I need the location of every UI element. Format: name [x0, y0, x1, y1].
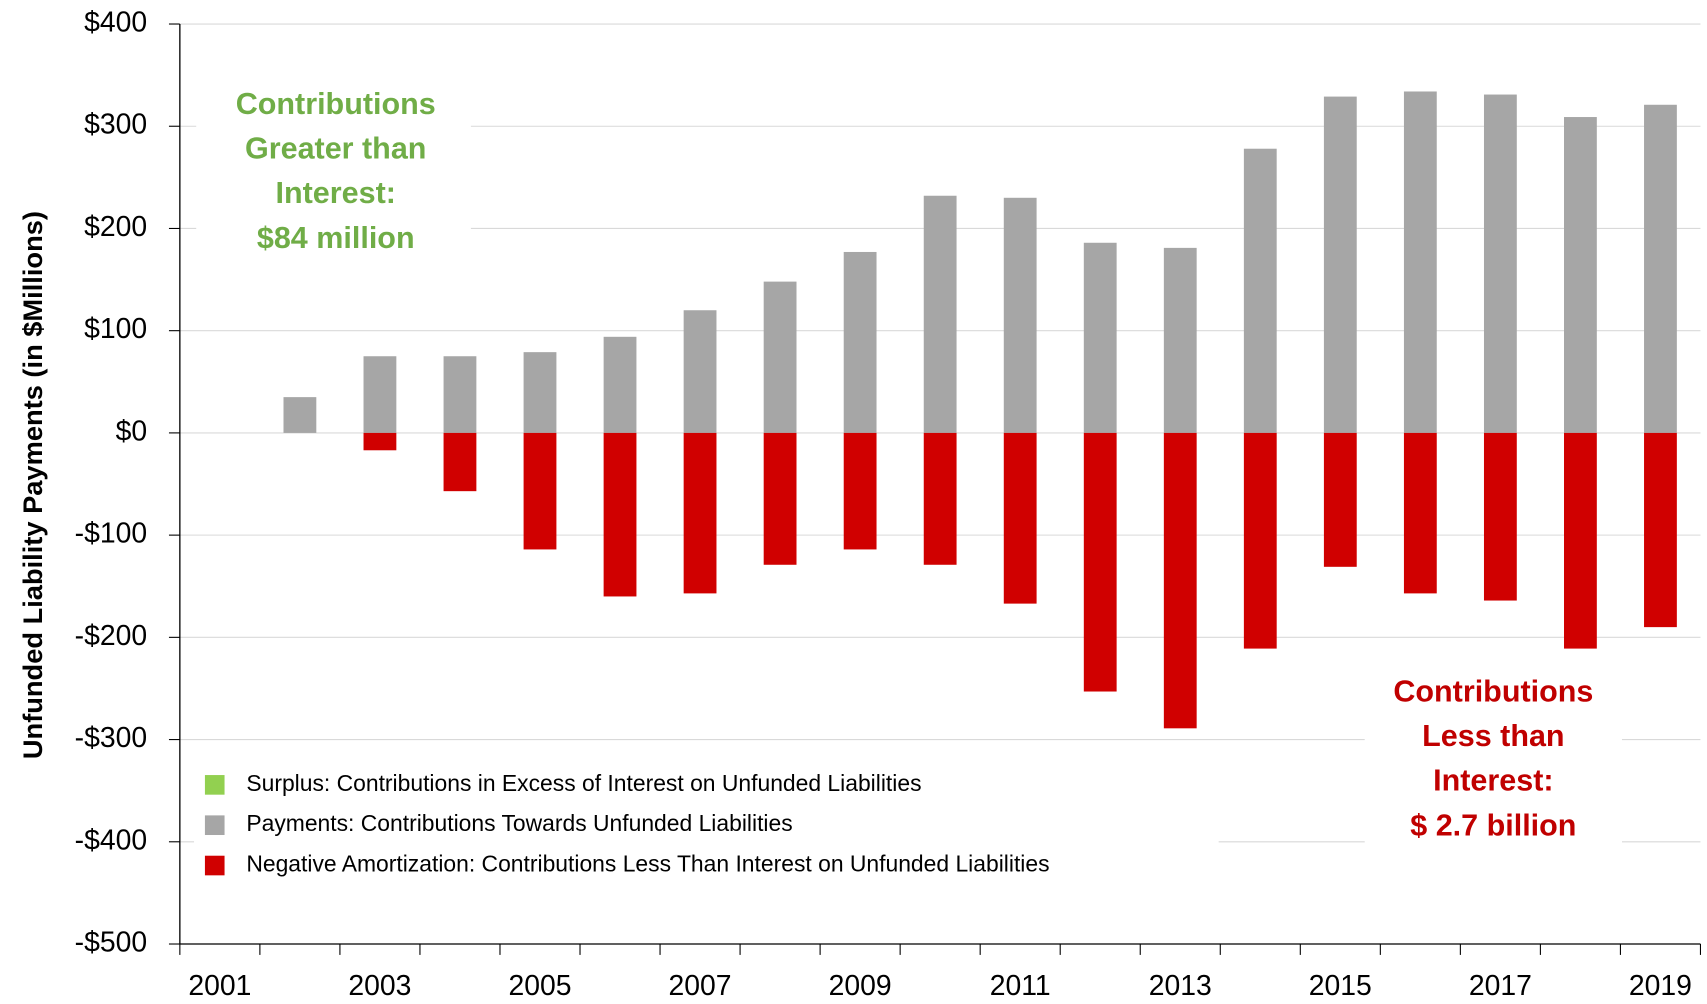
bar: [1083, 242, 1117, 433]
bar: [763, 432, 797, 565]
bar: [683, 310, 717, 433]
x-tick-label: 2015: [1309, 970, 1372, 1002]
y-tick-label: -$200: [75, 620, 147, 652]
bar: [1243, 148, 1277, 433]
bar: [923, 195, 957, 433]
bar: [1644, 432, 1677, 628]
bar: [843, 432, 877, 550]
bar: [763, 281, 797, 433]
bar: [1483, 432, 1517, 601]
bar: [1003, 432, 1037, 604]
legend-swatch: [204, 775, 225, 795]
legend-swatch: [204, 855, 225, 876]
y-tick-label: -$400: [75, 824, 147, 856]
legend-background: [194, 760, 1219, 892]
bar: [363, 432, 397, 451]
annotation-text: Greater than: [245, 132, 426, 166]
bar: [843, 251, 877, 433]
legend-label: Negative Amortization: Contributions Les…: [246, 851, 1049, 877]
annotation-text: Contributions: [1393, 674, 1593, 708]
y-tick-label: -$100: [75, 518, 147, 550]
x-tick-label: 2019: [1629, 970, 1692, 1002]
annotation-background: [196, 76, 471, 273]
annotation-text: Less than: [1422, 719, 1564, 753]
bar: [1243, 432, 1277, 649]
bar: [603, 432, 637, 597]
annotation-text: Interest:: [276, 176, 396, 210]
bar: [443, 432, 477, 492]
annotation-text: Interest:: [1433, 764, 1553, 798]
legend-label: Payments: Contributions Towards Unfunded…: [246, 810, 792, 836]
y-tick-label: -$300: [75, 722, 147, 754]
bar: [523, 432, 557, 550]
bar: [1644, 104, 1677, 433]
bar: [283, 397, 317, 433]
bar: [1483, 94, 1517, 433]
bar: [363, 356, 397, 433]
x-tick-label: 2011: [990, 970, 1051, 1002]
x-tick-label: 2005: [508, 970, 571, 1002]
annotation-text: $ 2.7 billion: [1410, 808, 1576, 842]
bar: [443, 356, 477, 433]
bar: [1323, 96, 1357, 433]
bar: [523, 352, 557, 433]
legend-swatch: [204, 815, 225, 836]
x-tick-label: 2007: [669, 970, 732, 1002]
bar: [683, 432, 717, 594]
y-tick-label: -$500: [75, 926, 147, 958]
bar: [603, 336, 637, 433]
annotation-text: $84 million: [257, 221, 415, 255]
x-tick-label: 2013: [1149, 970, 1212, 1002]
y-axis-label: Unfunded Liability Payments (in $Million…: [17, 211, 48, 759]
y-tick-label: $300: [84, 109, 147, 141]
bar: [1403, 91, 1437, 433]
y-tick-label: $100: [84, 313, 147, 345]
bar: [1323, 432, 1357, 567]
bar: [1564, 432, 1597, 649]
x-tick-label: 2009: [829, 970, 892, 1002]
x-tick-label: 2017: [1469, 970, 1532, 1002]
legend-label: Surplus: Contributions in Excess of Inte…: [246, 770, 921, 796]
bar: [1564, 117, 1597, 433]
bar: [1403, 432, 1437, 594]
bar: [1083, 432, 1117, 692]
annotation-text: Contributions: [236, 87, 436, 121]
x-tick-label: 2003: [348, 970, 411, 1002]
bar: [923, 432, 957, 565]
bar: [1003, 197, 1037, 433]
bar: [1163, 247, 1197, 433]
bar: [1163, 432, 1197, 729]
y-tick-label: $0: [116, 415, 148, 447]
annotation-background: [1364, 667, 1622, 849]
y-tick-label: $200: [84, 211, 147, 243]
y-tick-label: $400: [84, 7, 147, 39]
x-tick-label: 2001: [188, 970, 251, 1002]
